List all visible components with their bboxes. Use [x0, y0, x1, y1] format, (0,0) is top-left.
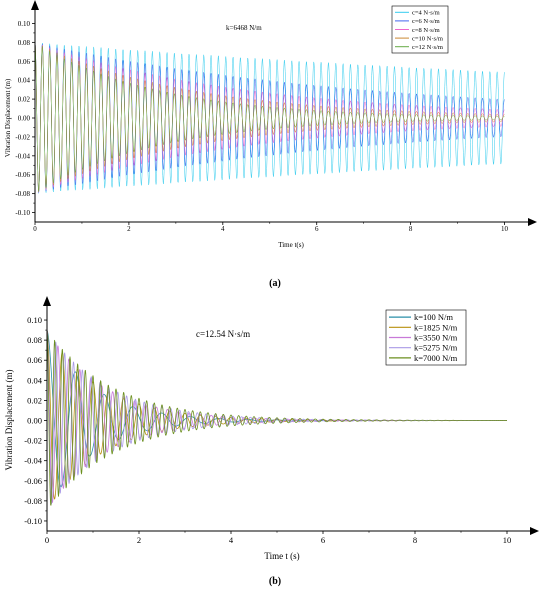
x-tick-label: 2: [127, 225, 131, 233]
x-tick-label: 10: [501, 225, 509, 233]
x-axis-title: Time t (s): [264, 551, 299, 561]
legend-label-5: c=12 N·s/m: [412, 44, 443, 51]
legend-label-5: k=7000 N/m: [414, 353, 458, 363]
y-tick-label: -0.06: [24, 476, 42, 486]
panel-b-caption: (b): [268, 576, 282, 587]
chart-b-svg: 0 2 4 6 8 10 0.10 0.08 0.06 0.04 0.02 0.00 -0.02 -0.0…: [4, 296, 539, 561]
legend-label-2: k=1825 N/m: [414, 322, 458, 332]
x-tick-label: 10: [503, 535, 512, 545]
y-axis-arrow: [31, 0, 39, 10]
x-tick-label: 8: [413, 535, 417, 545]
x-tick-label: 8: [409, 225, 413, 233]
y-tick-label: -0.08: [15, 190, 30, 198]
x-axis-arrow: [530, 527, 539, 535]
y-tick-label: -0.04: [24, 456, 42, 466]
series-group: [46, 329, 508, 506]
chart-a-svg: 0 2 4 6 8 10 0.10 0.08 0.06 0.04 0.02 0.00 -0.02 -0.0…: [4, 0, 537, 249]
y-tick-label: 0.04: [27, 375, 43, 385]
y-tick-label: -0.10: [15, 209, 30, 217]
y-tick-label: 0.00: [18, 115, 31, 123]
legend: c=4 N·s/mc=6 N·s/m c=8 N·s/mc=10 N·s/m c=1…: [391, 5, 449, 54]
chart-annotation: c=12.54 N·s/m: [196, 329, 250, 339]
series-group: [34, 42, 505, 194]
x-axis-arrow: [528, 218, 537, 226]
y-tick-label: 0.08: [18, 39, 31, 47]
y-tick-label: 0.06: [27, 355, 42, 365]
y-tick-label: -0.04: [15, 152, 30, 160]
y-tick-label: -0.02: [24, 436, 42, 446]
chart-annotation: k=6468 N/m: [226, 24, 262, 32]
y-axis-arrow: [43, 296, 51, 306]
x-tick-label: 0: [45, 535, 49, 545]
y-tick-label: 0.02: [18, 96, 31, 104]
x-axis-title: Time t(s): [278, 241, 304, 249]
legend-label-1: c=4 N·s/m: [412, 10, 440, 17]
legend-label-1: k=100 N/m: [414, 312, 453, 322]
y-tick-label: 0.10: [27, 315, 42, 325]
x-tick-label: 4: [229, 535, 234, 545]
y-tick-label: 0.10: [18, 20, 31, 28]
chart-panel-b: 0 2 4 6 8 10 0.10 0.08 0.06 0.04 0.02 0.00 -0.02 -0.0…: [0, 294, 550, 589]
y-tick-label: 0.00: [27, 416, 42, 426]
y-tick-label: 0.06: [18, 58, 31, 66]
legend-label-4: c=10 N·s/m: [412, 35, 443, 42]
y-axis-title: Vibration Displacement (m): [4, 78, 12, 157]
y-tick-label: -0.10: [24, 516, 42, 526]
x-tick-label: 2: [137, 535, 141, 545]
x-tick-label: 6: [315, 225, 319, 233]
panel-a-caption: (a): [269, 278, 281, 289]
series-line-5: [34, 42, 505, 192]
legend-label-2: c=6 N·s/m: [412, 18, 440, 25]
chart-panel-a: 0 2 4 6 8 10 0.10 0.08 0.06 0.04 0.02 0.00 -0.02 -0.0…: [0, 0, 550, 292]
y-tick-label: 0.08: [27, 335, 42, 345]
series-line-2: [34, 42, 505, 194]
series-line-5: [46, 330, 508, 506]
legend-label-4: k=5275 N/m: [414, 343, 458, 353]
legend-label-3: k=3550 N/m: [414, 333, 458, 343]
x-tick-label: 6: [321, 535, 325, 545]
y-axis-title: Vibration Displacement (m): [4, 370, 14, 471]
x-tick-label: 4: [221, 225, 225, 233]
y-tick-label: 0.04: [18, 77, 31, 85]
y-tick-label: -0.02: [15, 133, 30, 141]
y-tick-label: -0.08: [24, 496, 42, 506]
y-tick-label: -0.06: [15, 171, 30, 179]
legend-label-3: c=8 N·s/m: [412, 27, 440, 34]
legend: k=100 N/mk=1825 N/mk=3550 N/mk=5275 N/mk…: [385, 309, 467, 366]
y-tick-label: 0.02: [27, 395, 42, 405]
x-tick-label: 0: [33, 225, 37, 233]
